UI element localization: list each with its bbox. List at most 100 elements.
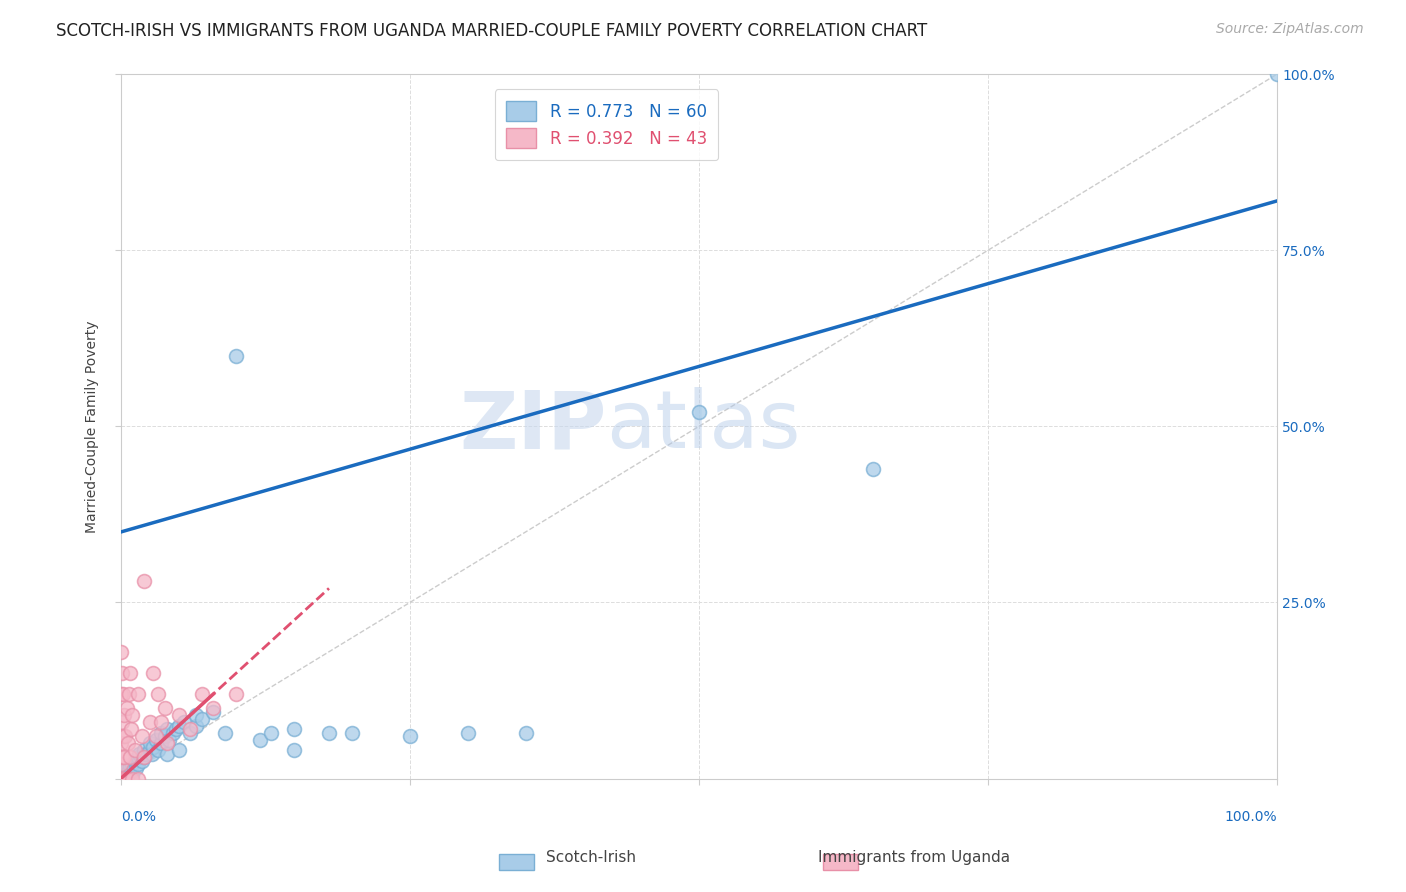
- Text: Source: ZipAtlas.com: Source: ZipAtlas.com: [1216, 22, 1364, 37]
- Legend: R = 0.773   N = 60, R = 0.392   N = 43: R = 0.773 N = 60, R = 0.392 N = 43: [495, 89, 718, 160]
- Point: [179, 723, 201, 737]
- Point: [153, 701, 176, 715]
- Point: [399, 729, 422, 743]
- Point: [138, 743, 160, 757]
- Point: [120, 759, 142, 773]
- Point: [110, 687, 132, 701]
- Point: [121, 757, 143, 772]
- Point: [110, 772, 132, 786]
- Point: [142, 739, 165, 754]
- Point: [124, 754, 146, 768]
- Point: [112, 687, 135, 701]
- Y-axis label: Married-Couple Family Poverty: Married-Couple Family Poverty: [86, 320, 100, 533]
- Point: [191, 712, 214, 726]
- Point: [131, 729, 153, 743]
- Point: [115, 768, 138, 782]
- Text: Immigrants from Uganda: Immigrants from Uganda: [818, 850, 1010, 865]
- Point: [114, 772, 136, 786]
- Point: [1265, 67, 1288, 81]
- Point: [111, 665, 134, 680]
- Point: [153, 729, 176, 743]
- Point: [179, 725, 201, 739]
- Point: [184, 719, 207, 733]
- Point: [142, 665, 165, 680]
- Point: [120, 764, 142, 779]
- Point: [150, 725, 173, 739]
- Point: [167, 708, 190, 723]
- Point: [138, 715, 160, 730]
- Point: [110, 757, 132, 772]
- Point: [110, 772, 132, 786]
- Point: [127, 750, 149, 764]
- Point: [156, 747, 179, 761]
- Text: 0.0%: 0.0%: [121, 810, 156, 824]
- Point: [127, 772, 149, 786]
- Point: [127, 757, 149, 772]
- Point: [340, 725, 363, 739]
- Point: [132, 743, 155, 757]
- Point: [688, 405, 710, 419]
- Point: [117, 766, 139, 780]
- Point: [110, 772, 132, 786]
- Point: [111, 715, 134, 730]
- Point: [318, 725, 340, 739]
- Point: [112, 766, 135, 780]
- Point: [225, 687, 247, 701]
- Point: [120, 723, 142, 737]
- Point: [202, 701, 225, 715]
- Point: [117, 736, 139, 750]
- Point: [202, 705, 225, 719]
- Point: [157, 732, 180, 747]
- Point: [112, 772, 135, 786]
- Point: [156, 736, 179, 750]
- Point: [150, 736, 173, 750]
- Point: [110, 736, 132, 750]
- Point: [124, 743, 146, 757]
- Point: [131, 754, 153, 768]
- Point: [260, 725, 283, 739]
- Point: [162, 725, 184, 739]
- Point: [145, 729, 167, 743]
- Point: [167, 743, 190, 757]
- Point: [112, 768, 135, 782]
- Point: [125, 761, 148, 775]
- Point: [114, 729, 136, 743]
- Point: [132, 750, 155, 764]
- Point: [214, 725, 236, 739]
- Point: [120, 665, 142, 680]
- Point: [283, 723, 305, 737]
- Point: [146, 743, 169, 757]
- Point: [132, 750, 155, 764]
- Point: [114, 764, 136, 779]
- Point: [457, 725, 479, 739]
- Point: [283, 743, 305, 757]
- Point: [115, 761, 138, 775]
- Point: [120, 750, 142, 764]
- Point: [141, 747, 163, 761]
- Point: [138, 736, 160, 750]
- Point: [515, 725, 537, 739]
- Point: [165, 723, 187, 737]
- Text: ZIP: ZIP: [460, 387, 606, 466]
- Text: 100.0%: 100.0%: [1225, 810, 1277, 824]
- Point: [132, 574, 155, 589]
- Point: [115, 701, 138, 715]
- Point: [115, 772, 138, 786]
- Point: [128, 747, 150, 761]
- Text: SCOTCH-IRISH VS IMMIGRANTS FROM UGANDA MARRIED-COUPLE FAMILY POVERTY CORRELATION: SCOTCH-IRISH VS IMMIGRANTS FROM UGANDA M…: [56, 22, 928, 40]
- Point: [121, 708, 143, 723]
- Point: [112, 708, 135, 723]
- Point: [225, 349, 247, 363]
- Point: [173, 715, 195, 730]
- Point: [110, 772, 132, 786]
- Point: [191, 687, 214, 701]
- Point: [110, 645, 132, 659]
- Point: [121, 768, 143, 782]
- Point: [150, 715, 173, 730]
- Point: [135, 747, 157, 761]
- Point: [118, 687, 141, 701]
- Point: [121, 772, 143, 786]
- Text: atlas: atlas: [606, 387, 801, 466]
- Point: [112, 770, 135, 784]
- Point: [110, 768, 132, 782]
